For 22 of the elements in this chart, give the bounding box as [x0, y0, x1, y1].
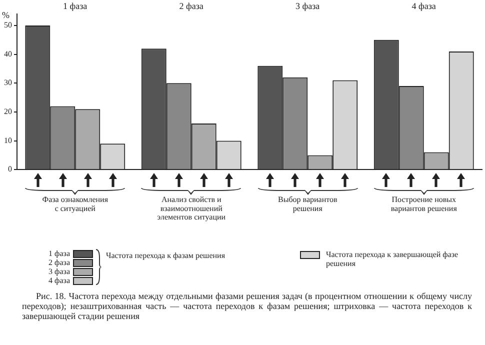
text: Частота перехода к фазам решения	[106, 251, 226, 260]
legend-label: Частота перехода к завершающей фазе решения	[326, 250, 460, 268]
text: 2 фаза	[178, 1, 204, 11]
text: Рис. 18. Частота перехода между отдельными фазами решения задач (в процентном отношении к общему числу переходов); незаштрихованная часть — частота переходов к фазам решения; штриховка — частота переходов к завершающей стадии решения	[22, 291, 472, 321]
text: 2 фаза	[48, 258, 70, 267]
text: 1 фаза	[48, 249, 70, 258]
y-tick-label: 20	[4, 107, 12, 116]
y-tick-label: 50	[4, 20, 12, 30]
text: 4 фаза	[410, 1, 437, 11]
x-tick-label: Построение новых вариантов решения	[390, 195, 458, 213]
y-axis-title: %	[2, 10, 10, 20]
y-tick-label: 0	[8, 164, 12, 174]
y-tick-label: 40	[4, 49, 12, 58]
text: 3 фаза	[294, 1, 321, 11]
x-tick-label: Фаза ознакомления с ситуацией	[42, 195, 108, 213]
x-tick-label: Анализ свойств и взаимоотношений элементов ситуации	[157, 195, 226, 222]
text: 1 фаза	[62, 1, 88, 11]
text: 3 фаза	[48, 267, 70, 276]
y-tick-label: 30	[4, 78, 12, 88]
y-tick-label: 10	[4, 136, 12, 145]
text: 4 фаза	[48, 276, 70, 285]
x-tick-label: Выбор вариантов решения	[278, 195, 338, 213]
